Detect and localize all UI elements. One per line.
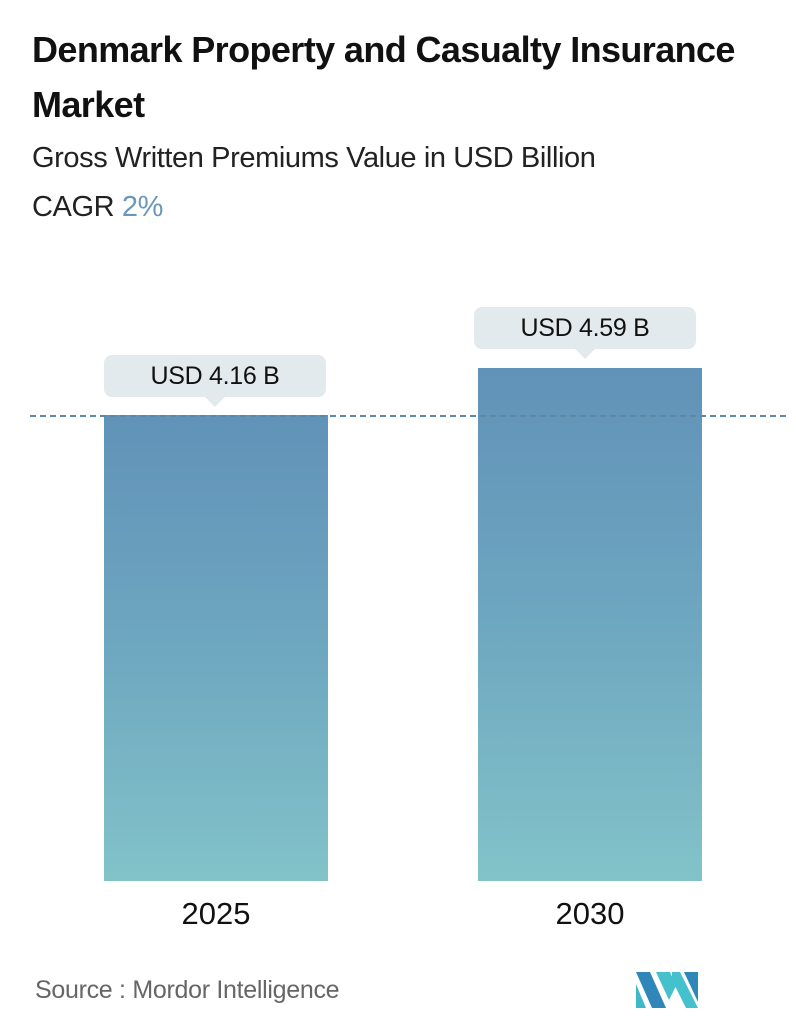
cagr-text: CAGR 2% — [32, 187, 163, 227]
chart-subtitle: Gross Written Premiums Value in USD Bill… — [32, 142, 596, 174]
bar-2030 — [478, 368, 702, 881]
x-tick-2025: 2025 — [181, 896, 251, 931]
reference-dashed-line — [30, 415, 786, 417]
cagr-value: 2% — [121, 191, 164, 223]
mordor-intelligence-logo-icon — [636, 972, 698, 1008]
source-text: Source : Mordor Intelligence — [35, 976, 340, 1004]
cagr-label: CAGR — [32, 191, 115, 223]
data-label-2030: USD 4.59 B — [474, 307, 696, 359]
chart-title: Denmark Property and Casualty Insurance … — [32, 29, 735, 125]
data-label-2025: USD 4.16 B — [104, 355, 326, 407]
bar-2025 — [104, 415, 328, 881]
x-tick-2030: 2030 — [555, 896, 625, 931]
